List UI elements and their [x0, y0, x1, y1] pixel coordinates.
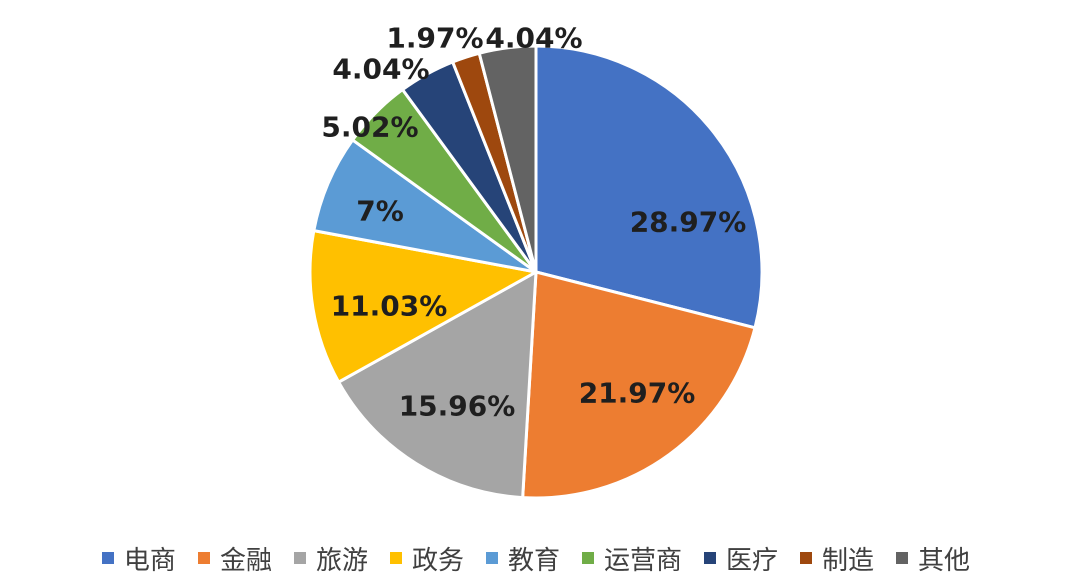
pie-slice-1 — [534, 44, 764, 330]
data-label-8: 1.97% — [386, 22, 483, 55]
pie-slice-9 — [477, 44, 538, 274]
legend-swatch — [704, 552, 717, 564]
legend-swatch — [896, 552, 909, 564]
data-label-2: 21.97% — [579, 377, 696, 410]
legend-label: 医疗 — [726, 545, 779, 576]
data-label-6: 5.02% — [321, 111, 418, 144]
legend-swatch — [101, 552, 114, 564]
data-label-3: 15.96% — [399, 390, 516, 423]
legend: 电商 金融 旅游 政务 教育 运营商 医疗 制造 其他 — [0, 538, 1072, 578]
legend-item-1: 电商 — [101, 540, 176, 577]
legend-swatch — [485, 552, 498, 564]
data-label-1: 28.97% — [630, 206, 747, 239]
legend-item-8: 制造 — [800, 540, 874, 577]
legend-swatch — [293, 552, 306, 564]
pie-data-labels: 28.97% 21.97% 15.96% 11.03% 7% 5.02% 4.04%1.97… — [321, 22, 746, 423]
data-label-9: 4.04% — [485, 22, 582, 55]
data-label-7: 4.04% — [332, 53, 429, 86]
pie-slice-3 — [337, 270, 538, 500]
pie-slice-2 — [521, 270, 757, 500]
data-label-4: 11.03% — [331, 290, 448, 323]
legend-item-4: 政务 — [389, 540, 464, 577]
legend-label: 政务 — [411, 545, 464, 576]
legend-item-7: 医疗 — [704, 540, 778, 577]
legend-label: 制造 — [822, 545, 875, 576]
pie-slices — [308, 44, 764, 500]
legend-swatch — [389, 552, 402, 564]
legend-label: 金融 — [219, 545, 272, 576]
legend-item-9: 其他 — [896, 540, 970, 577]
legend-swatch — [582, 552, 594, 564]
legend-swatch — [197, 552, 210, 564]
legend-label: 旅游 — [315, 545, 368, 576]
pie-slice-4 — [308, 229, 538, 384]
data-label-5: 7% — [356, 195, 404, 228]
legend-label: 教育 — [507, 545, 560, 576]
legend-item-3: 旅游 — [293, 540, 368, 577]
legend-label: 其他 — [918, 545, 971, 576]
legend-swatch — [800, 552, 813, 564]
legend-item-2: 金融 — [197, 540, 272, 577]
legend-item-6: 运营商 — [582, 540, 682, 577]
legend-label: 运营商 — [604, 545, 683, 576]
legend-item-5: 教育 — [485, 540, 560, 577]
legend-label: 电商 — [123, 545, 176, 576]
